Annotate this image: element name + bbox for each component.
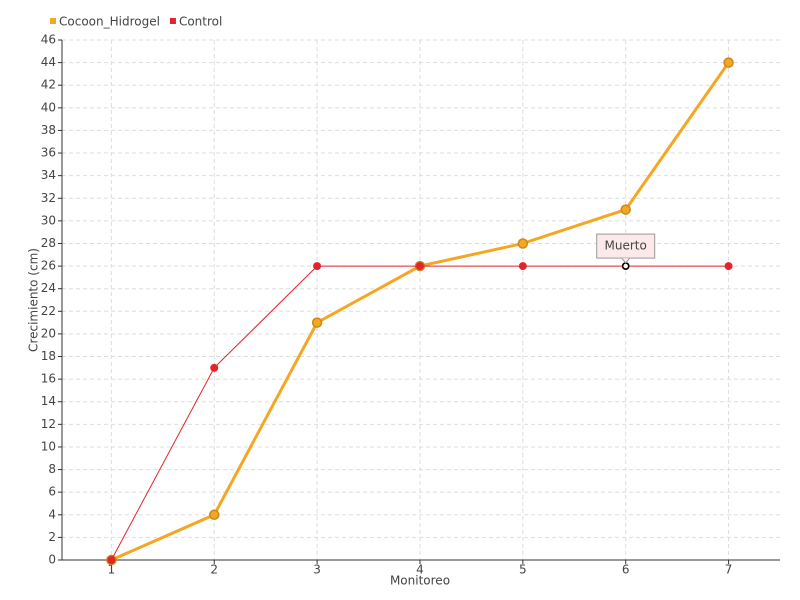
y-tick-label: 36 [41, 146, 56, 160]
legend-swatch [50, 18, 56, 24]
x-tick-label: 2 [210, 563, 218, 577]
y-tick-label: 46 [41, 33, 56, 47]
data-point [724, 262, 733, 271]
annotation-box [596, 233, 656, 259]
data-point [723, 57, 734, 68]
x-tick-label: 7 [725, 563, 733, 577]
x-tick-label: 4 [416, 563, 424, 577]
annotation-pointer [621, 257, 631, 264]
data-point [107, 556, 116, 564]
data-point [311, 317, 323, 328]
y-tick-label: 32 [41, 191, 56, 205]
y-tick-label: 12 [41, 417, 56, 431]
y-tick-label: 0 [48, 553, 56, 567]
legend-swatch [169, 18, 176, 24]
legend-label: Cocoon_Hidrogel [59, 15, 160, 29]
y-tick-label: 10 [41, 439, 56, 453]
y-tick-label: 42 [41, 78, 56, 92]
y-tick-label: 24 [41, 281, 56, 295]
data-point [518, 262, 527, 271]
data-point [210, 363, 219, 372]
y-tick-label: 2 [48, 530, 56, 544]
x-tick-label: 3 [313, 563, 321, 577]
y-tick-label: 26 [41, 259, 56, 273]
y-tick-label: 20 [41, 326, 56, 340]
data-point [415, 262, 424, 271]
data-point [208, 509, 220, 521]
data-point [313, 262, 322, 271]
y-tick-label: 4 [48, 507, 56, 521]
x-tick-label: 6 [622, 563, 630, 577]
y-axis-label: Crecimiento (cm) [27, 248, 41, 352]
y-tick-label: 34 [41, 168, 56, 182]
y-tick-label: 30 [41, 213, 56, 227]
data-point [620, 204, 631, 215]
annotation-marker [621, 262, 630, 270]
y-tick-label: 40 [41, 100, 56, 114]
y-tick-label: 16 [41, 372, 56, 386]
y-tick-label: 22 [41, 304, 56, 318]
x-tick-label: 1 [108, 563, 116, 577]
x-axis-label: Monitoreo [390, 574, 450, 588]
data-point [517, 238, 529, 249]
y-tick-label: 28 [41, 236, 56, 250]
y-tick-label: 8 [48, 462, 56, 476]
y-tick-label: 14 [41, 394, 56, 408]
y-tick-label: 38 [41, 123, 56, 137]
legend-label: Control [179, 15, 222, 29]
x-tick-label: 5 [519, 563, 527, 577]
y-tick-label: 6 [48, 485, 56, 499]
y-tick-label: 44 [41, 55, 56, 69]
y-tick-label: 18 [41, 349, 56, 363]
annotation-text: Muerto [605, 239, 647, 253]
